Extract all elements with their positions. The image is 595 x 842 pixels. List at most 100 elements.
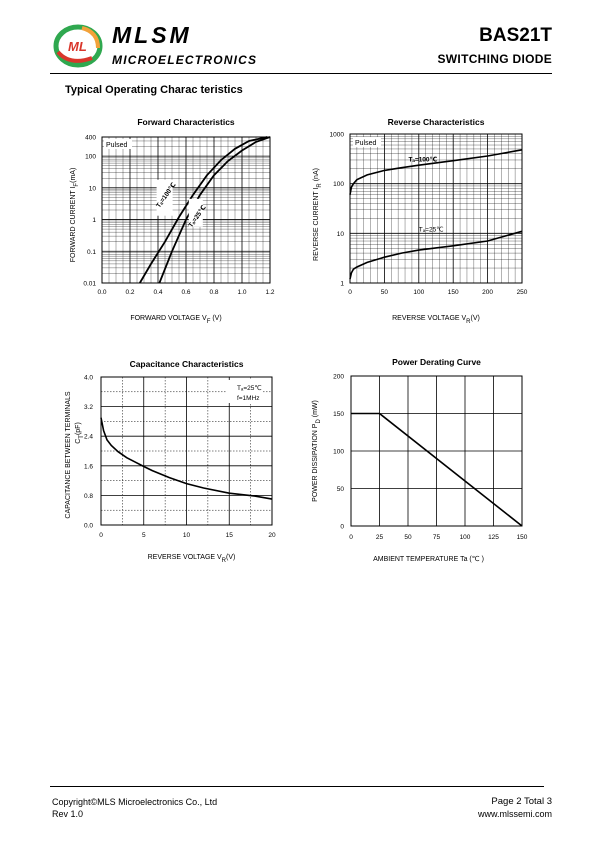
x-axis-label-sub: R	[222, 558, 227, 564]
series-line-ta100	[349, 149, 523, 195]
y-tick-label: 100	[85, 154, 96, 161]
x-tick-label: 0	[348, 289, 352, 296]
brand-subtitle: MICROELECTRONICS	[112, 53, 258, 67]
x-tick-label: 0.0	[97, 289, 106, 296]
y-axis-label: REVERSE CURRENT IR (nA)	[313, 168, 323, 261]
y-axis-label-2-unit: (pF)	[75, 422, 82, 435]
y-tick-label: 4.0	[84, 375, 93, 382]
x-axis-label-main: FORWARD VOLTAGE V	[130, 315, 207, 322]
plot-frame	[101, 136, 271, 284]
logo-swoosh-orange	[81, 26, 100, 49]
x-tick-label: 0	[349, 534, 353, 541]
series-line-ta25	[158, 136, 271, 284]
footer-rule	[50, 786, 544, 787]
annotation-bg	[104, 139, 132, 149]
y-tick-label: 1	[340, 281, 344, 288]
revision-text: Rev 1.0	[52, 809, 84, 819]
x-tick-label: 0	[99, 532, 103, 539]
header-rule	[50, 73, 552, 74]
y-axis-label-sub: D	[316, 419, 322, 424]
plot-frame	[100, 376, 273, 526]
y-tick-label: 1	[92, 217, 96, 224]
logo-swoosh-red	[56, 50, 93, 63]
x-axis-label-unit: (V)	[210, 315, 221, 322]
series-label-ta100: Tₐ=100℃	[408, 155, 437, 163]
forward-characteristics-chart: Forward Characteristics 0.0 0.2 0.4 0.6 0.8 1.…	[70, 117, 275, 325]
annotation-freq: f=1MHz	[237, 395, 260, 402]
x-tick-label: 200	[482, 289, 493, 296]
chart-title: Capacitance Characteristics	[130, 359, 244, 369]
x-axis-label-main: REVERSE VOLTAGE V	[148, 554, 222, 561]
annotation-pulsed: Pulsed	[355, 140, 377, 147]
copyright-text: Copyright©MLS Microelectronics Co., Ltd	[52, 797, 218, 807]
logo-letters: ML	[68, 39, 87, 54]
y-axis-label-2: CT(pF)	[75, 422, 85, 444]
part-type: SWITCHING DIODE	[437, 52, 552, 66]
reverse-characteristics-chart: Reverse Characteristics 0 50 100 150 200 250 1 1…	[313, 117, 528, 325]
x-tick-label: 5	[142, 532, 146, 539]
x-axis-label-sub: R	[466, 319, 471, 325]
y-tick-label: 3.2	[84, 404, 93, 411]
annotation-bg	[225, 380, 262, 403]
y-tick-label: 100	[333, 181, 344, 188]
x-tick-label: 1.0	[237, 289, 246, 296]
capacitance-characteristics-chart: Capacitance Characteristics 0 5 10 15 20 0.0 0.…	[65, 359, 276, 564]
website-link[interactable]: www.mlssemi.com	[477, 809, 552, 819]
x-axis-label-main: REVERSE VOLTAGE V	[392, 315, 466, 322]
x-tick-label: 125	[488, 534, 499, 541]
plot-frame	[349, 133, 523, 284]
label-bg	[188, 198, 203, 227]
y-tick-label: 10	[89, 185, 97, 192]
x-axis-label: AMBIENT TEMPERATURE Ta (℃ )	[373, 556, 484, 563]
x-tick-label: 0.2	[125, 289, 134, 296]
x-tick-label: 50	[404, 534, 412, 541]
chart-title: Reverse Characteristics	[388, 117, 485, 127]
y-axis-label: FORWARD CURRENT IF(mA)	[70, 168, 80, 263]
x-axis-label: REVERSE VOLTAGE VR(V)	[148, 554, 236, 564]
y-tick-label: 0	[340, 524, 344, 531]
y-axis-label: CAPACITANCE BETWEEN TERMINALS	[65, 391, 72, 519]
y-axis-label-sub: F	[74, 183, 80, 187]
y-tick-label: 1.6	[84, 463, 93, 470]
x-tick-label: 100	[413, 289, 424, 296]
y-tick-label: 50	[337, 486, 345, 493]
y-tick-label: 0.0	[84, 523, 93, 530]
x-tick-label: 0.8	[209, 289, 218, 296]
power-derating-chart: Power Derating Curve 0 25 50 75 100 125 150 0 50 1…	[312, 357, 528, 563]
x-tick-label: 150	[517, 534, 528, 541]
y-axis-label-sub: R	[317, 183, 323, 188]
part-number: BAS21T	[479, 25, 552, 46]
annotation-bg	[353, 137, 381, 147]
y-axis-label-unit: (nA)	[313, 168, 320, 183]
x-tick-label: 150	[448, 289, 459, 296]
x-tick-label: 0.4	[153, 289, 162, 296]
plot-frame	[350, 375, 523, 527]
section-title: Typical Operating Charac teristics	[65, 84, 243, 96]
company-logo: ML	[53, 24, 103, 68]
y-axis-label-main: FORWARD CURRENT I	[70, 187, 77, 263]
annotation-pulsed: Pulsed	[106, 142, 128, 149]
page-info: Page 2 Total 3	[491, 796, 552, 807]
y-axis-label: POWER DISSIPATION PD (mW)	[312, 400, 322, 502]
chart-title: Forward Characteristics	[137, 117, 235, 127]
y-axis-label-main: REVERSE CURRENT I	[313, 188, 320, 261]
x-tick-label: 0.6	[181, 289, 190, 296]
y-tick-label: 400	[85, 135, 96, 142]
x-axis-label-unit: (V)	[226, 554, 235, 561]
x-tick-label: 15	[226, 532, 234, 539]
x-tick-label: 20	[268, 532, 276, 539]
y-tick-label: 2.4	[84, 434, 93, 441]
brand-name: MLSM	[112, 22, 192, 48]
y-axis-label-main: POWER DISSIPATION P	[312, 423, 319, 502]
y-tick-label: 200	[333, 374, 344, 381]
y-axis-label-2-main: C	[75, 439, 82, 444]
y-axis-label-unit: (mA)	[70, 168, 77, 183]
series-label-ta25: Tₐ=25℃	[419, 225, 444, 233]
y-tick-label: 0.8	[84, 493, 93, 500]
x-axis-label-unit: (V)	[471, 315, 480, 322]
chart-title: Power Derating Curve	[392, 357, 481, 367]
x-tick-label: 1.2	[265, 289, 274, 296]
series-line-derating	[351, 412, 523, 527]
logo-ring	[53, 24, 103, 68]
x-axis-label: FORWARD VOLTAGE VF (V)	[130, 315, 221, 325]
